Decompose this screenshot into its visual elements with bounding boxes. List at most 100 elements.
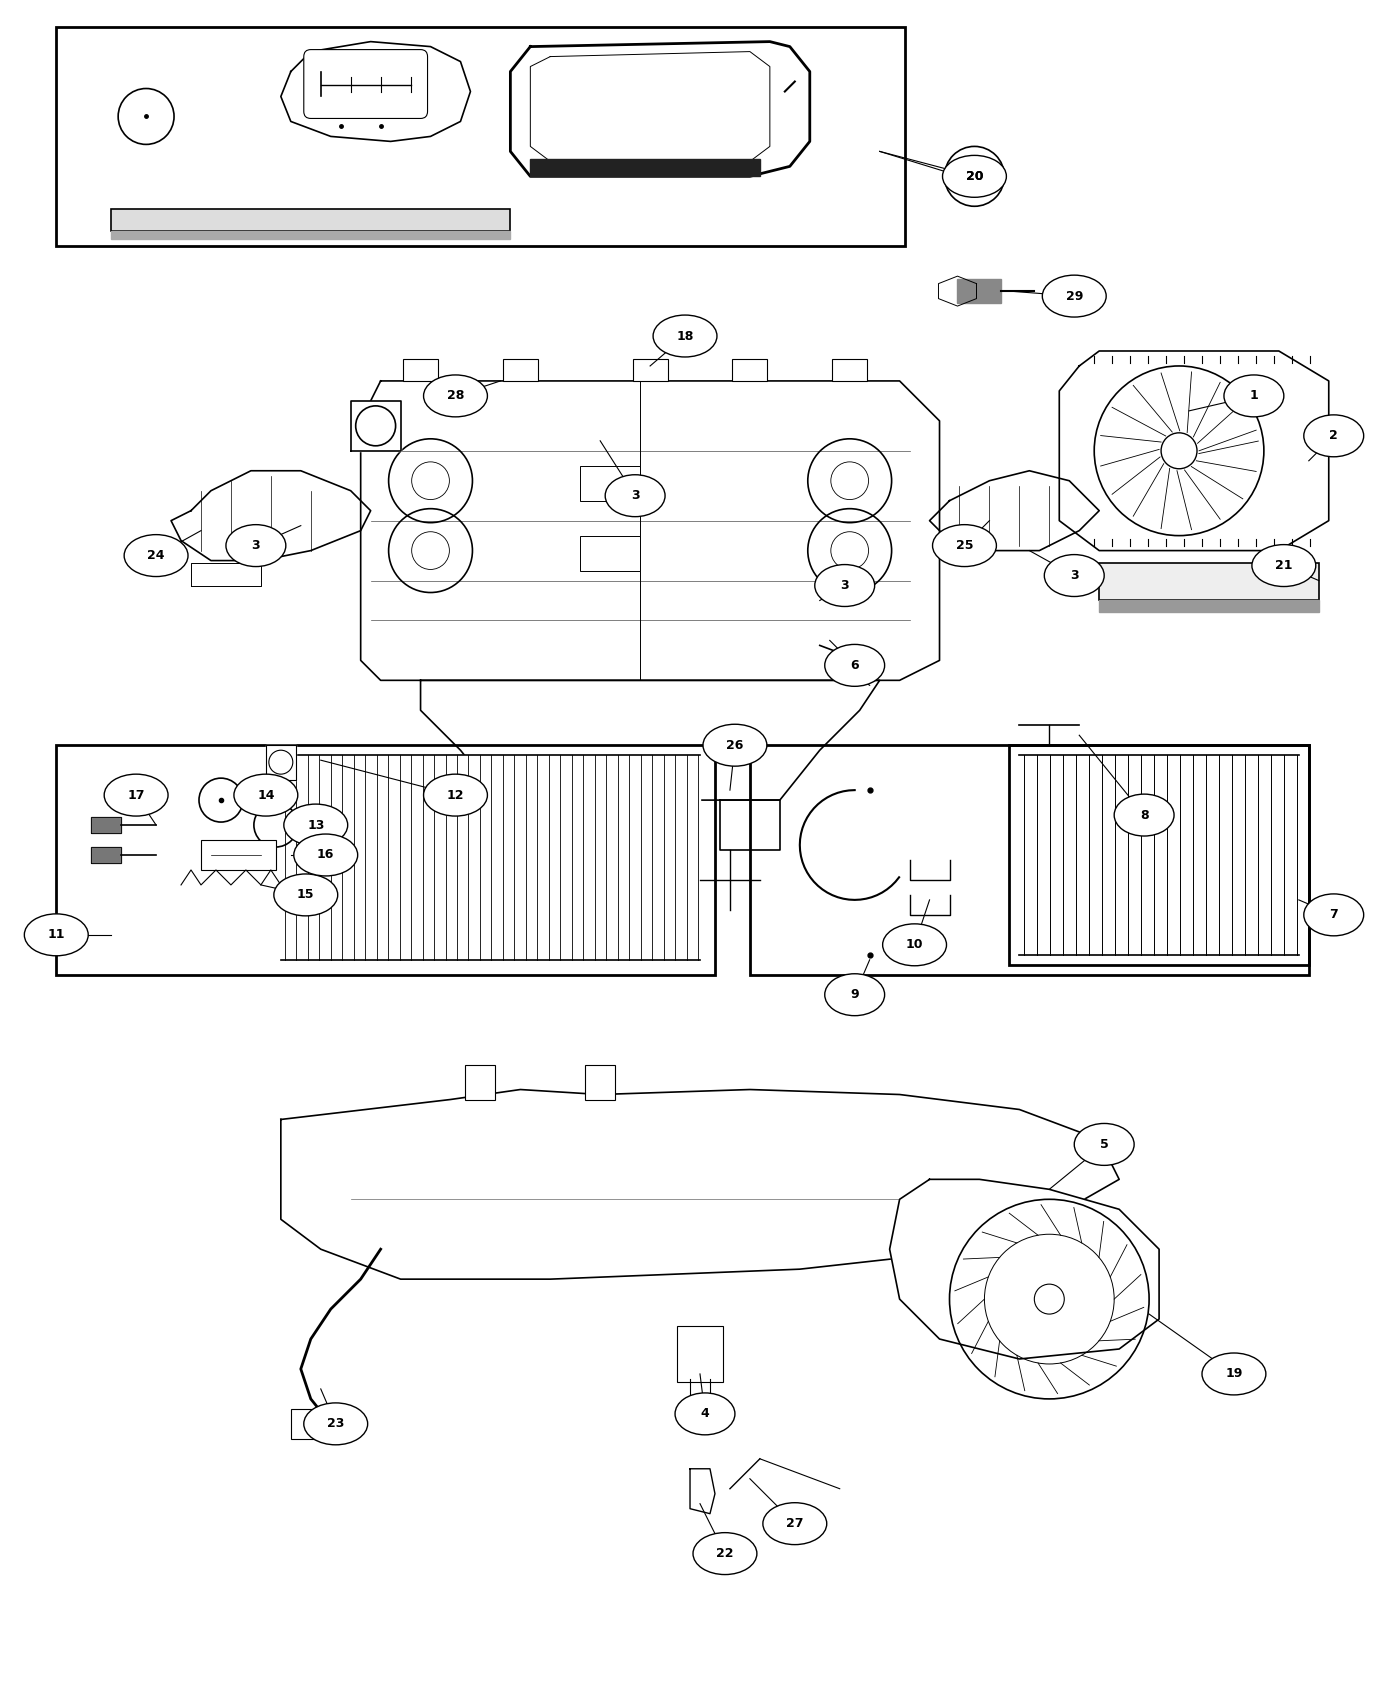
Polygon shape xyxy=(720,801,780,850)
FancyBboxPatch shape xyxy=(678,1326,722,1382)
Text: 17: 17 xyxy=(127,789,144,802)
Text: 19: 19 xyxy=(1225,1367,1243,1380)
Polygon shape xyxy=(91,818,122,833)
Text: 7: 7 xyxy=(1330,908,1338,921)
Polygon shape xyxy=(281,1090,1119,1278)
Text: 15: 15 xyxy=(297,889,315,901)
Text: 3: 3 xyxy=(252,539,260,552)
Text: 27: 27 xyxy=(785,1516,804,1530)
Polygon shape xyxy=(531,160,760,177)
FancyBboxPatch shape xyxy=(403,359,438,381)
Polygon shape xyxy=(511,41,809,177)
Ellipse shape xyxy=(825,644,885,687)
Text: 5: 5 xyxy=(1100,1137,1109,1151)
Text: 10: 10 xyxy=(906,938,924,952)
Text: 22: 22 xyxy=(717,1547,734,1561)
Ellipse shape xyxy=(675,1392,735,1435)
Text: 6: 6 xyxy=(850,660,860,672)
Ellipse shape xyxy=(1074,1124,1134,1166)
FancyBboxPatch shape xyxy=(580,536,640,571)
Polygon shape xyxy=(889,1180,1159,1358)
Circle shape xyxy=(1035,1284,1064,1314)
Text: 23: 23 xyxy=(328,1418,344,1430)
Polygon shape xyxy=(266,745,295,780)
FancyBboxPatch shape xyxy=(732,359,767,381)
Ellipse shape xyxy=(274,874,337,916)
FancyBboxPatch shape xyxy=(304,49,427,119)
Polygon shape xyxy=(930,471,1099,551)
Ellipse shape xyxy=(763,1503,827,1545)
Text: 3: 3 xyxy=(840,580,848,592)
Text: 8: 8 xyxy=(1140,809,1148,821)
Circle shape xyxy=(1161,434,1197,469)
Text: 24: 24 xyxy=(147,549,165,563)
Ellipse shape xyxy=(294,835,357,876)
Ellipse shape xyxy=(1203,1353,1266,1396)
Text: 12: 12 xyxy=(447,789,465,802)
Text: 4: 4 xyxy=(700,1408,710,1421)
Text: 11: 11 xyxy=(48,928,64,942)
Ellipse shape xyxy=(234,774,298,816)
Ellipse shape xyxy=(605,474,665,517)
Ellipse shape xyxy=(104,774,168,816)
Text: 2: 2 xyxy=(1330,430,1338,442)
FancyBboxPatch shape xyxy=(750,745,1309,974)
FancyBboxPatch shape xyxy=(1099,563,1319,600)
Ellipse shape xyxy=(225,525,286,566)
Text: 20: 20 xyxy=(966,170,983,184)
FancyBboxPatch shape xyxy=(291,1409,340,1438)
FancyBboxPatch shape xyxy=(580,466,640,501)
FancyBboxPatch shape xyxy=(56,745,715,974)
Polygon shape xyxy=(1019,755,1299,955)
Ellipse shape xyxy=(825,974,885,1015)
Ellipse shape xyxy=(1043,275,1106,318)
Ellipse shape xyxy=(424,376,487,416)
Text: 13: 13 xyxy=(307,818,325,831)
FancyBboxPatch shape xyxy=(633,359,668,381)
Ellipse shape xyxy=(815,564,875,607)
Polygon shape xyxy=(550,801,601,850)
Text: 29: 29 xyxy=(1065,289,1084,303)
Circle shape xyxy=(945,146,1004,206)
FancyBboxPatch shape xyxy=(202,840,276,870)
Ellipse shape xyxy=(882,923,946,966)
Ellipse shape xyxy=(652,314,717,357)
Text: 14: 14 xyxy=(258,789,274,802)
FancyBboxPatch shape xyxy=(585,1064,615,1100)
Ellipse shape xyxy=(125,534,188,576)
Polygon shape xyxy=(1060,350,1329,551)
Polygon shape xyxy=(420,680,879,801)
Ellipse shape xyxy=(693,1533,757,1574)
Text: 16: 16 xyxy=(316,848,335,862)
Ellipse shape xyxy=(284,804,347,847)
Text: 18: 18 xyxy=(676,330,694,342)
Text: 21: 21 xyxy=(1275,559,1292,573)
Text: 3: 3 xyxy=(1070,570,1078,581)
Ellipse shape xyxy=(942,155,1007,197)
FancyBboxPatch shape xyxy=(465,1064,496,1100)
Ellipse shape xyxy=(1114,794,1175,836)
Polygon shape xyxy=(350,401,400,451)
FancyBboxPatch shape xyxy=(832,359,867,381)
FancyBboxPatch shape xyxy=(503,359,538,381)
Polygon shape xyxy=(361,381,939,680)
Ellipse shape xyxy=(1224,376,1284,416)
FancyBboxPatch shape xyxy=(111,209,511,231)
Ellipse shape xyxy=(1303,415,1364,457)
Ellipse shape xyxy=(1303,894,1364,935)
Polygon shape xyxy=(190,563,260,585)
Polygon shape xyxy=(1099,600,1319,612)
Ellipse shape xyxy=(932,525,997,566)
Polygon shape xyxy=(111,231,511,240)
Ellipse shape xyxy=(1044,554,1105,597)
Text: 3: 3 xyxy=(631,490,640,502)
Polygon shape xyxy=(171,471,371,561)
Polygon shape xyxy=(281,755,700,960)
Polygon shape xyxy=(958,279,1001,303)
Text: 28: 28 xyxy=(447,389,465,403)
FancyBboxPatch shape xyxy=(56,27,904,246)
Ellipse shape xyxy=(24,915,88,955)
Text: 1: 1 xyxy=(1250,389,1259,403)
Ellipse shape xyxy=(304,1402,368,1445)
Text: 26: 26 xyxy=(727,740,743,751)
